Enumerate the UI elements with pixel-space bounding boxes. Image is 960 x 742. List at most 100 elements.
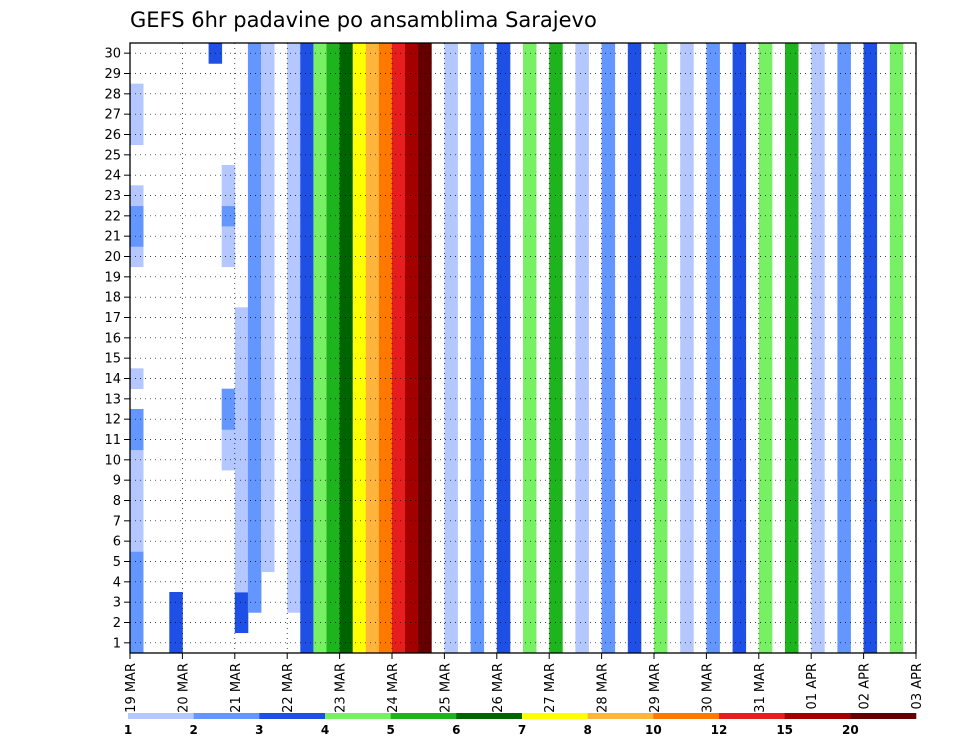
heatmap-cell [339, 327, 354, 349]
heatmap-cell [352, 226, 367, 247]
heatmap-cell [130, 449, 144, 471]
heatmap-cell [811, 409, 825, 430]
heatmap-cell [300, 165, 314, 186]
heatmap-cell [706, 327, 720, 349]
heatmap-cell [601, 43, 616, 64]
heatmap-cell [444, 470, 458, 491]
heatmap-cell [732, 43, 747, 64]
heatmap-cell [837, 551, 851, 573]
colorbar-swatch [259, 713, 326, 719]
heatmap-cell [785, 368, 799, 390]
heatmap-cell [837, 409, 851, 430]
heatmap-cell [680, 592, 694, 613]
heatmap-cell [444, 43, 458, 64]
colorbar-swatch [325, 713, 391, 719]
heatmap-cell [680, 144, 694, 166]
heatmap-cell [352, 205, 367, 227]
heatmap-cell [601, 83, 616, 105]
heatmap-cell [575, 165, 589, 186]
heatmap-cell [352, 83, 367, 105]
y-tick-label: 26 [104, 128, 121, 143]
heatmap-cell [234, 571, 249, 593]
y-tick-label: 23 [104, 189, 121, 204]
heatmap-cell [287, 409, 301, 430]
heatmap-cell [405, 531, 419, 552]
heatmap-cell [444, 144, 458, 166]
heatmap-cell [680, 409, 694, 430]
heatmap-cell [627, 226, 642, 247]
heatmap-cell [130, 612, 144, 634]
heatmap-cell [392, 612, 406, 634]
heatmap-cell [523, 510, 537, 532]
heatmap-cell [706, 205, 720, 227]
heatmap-cell [287, 226, 301, 247]
heatmap-cell [261, 165, 275, 186]
heatmap-cell [470, 531, 485, 552]
heatmap-cell [326, 470, 340, 491]
colorbar-swatch [193, 713, 260, 719]
heatmap-cell [811, 571, 825, 593]
heatmap-cell [785, 388, 799, 410]
colorbar-swatch [587, 713, 654, 719]
heatmap-cell [496, 409, 511, 430]
heatmap-cell [300, 205, 314, 227]
heatmap-cell [339, 551, 354, 573]
heatmap-cell [326, 287, 340, 308]
colorbar-swatch [522, 713, 588, 719]
heatmap-cell [811, 307, 825, 329]
heatmap-cell [811, 287, 825, 308]
heatmap-cell [392, 104, 406, 125]
heatmap-cell [470, 226, 485, 247]
heatmap-cell [365, 83, 380, 105]
heatmap-cell [339, 104, 354, 125]
heatmap-cell [575, 205, 589, 227]
heatmap-cell [523, 104, 537, 125]
heatmap-cell [706, 287, 720, 308]
heatmap-cell [575, 490, 589, 512]
heatmap-cell [339, 83, 354, 105]
heatmap-cell [418, 571, 432, 593]
heatmap-cell [496, 83, 511, 105]
heatmap-cell [261, 510, 275, 532]
heatmap-cell [627, 348, 642, 369]
heatmap-cell [234, 409, 249, 430]
heatmap-cell [169, 612, 183, 634]
heatmap-cell [130, 429, 144, 451]
heatmap-cell [444, 266, 458, 288]
heatmap-cell [300, 612, 314, 634]
heatmap-cell [405, 185, 419, 207]
heatmap-cell [470, 287, 485, 308]
heatmap-cell [300, 43, 314, 64]
y-tick-label: 5 [113, 555, 121, 570]
heatmap-cell [418, 266, 432, 288]
heatmap-cell [261, 551, 275, 573]
heatmap-cell [837, 43, 851, 64]
heatmap-cell [261, 490, 275, 512]
heatmap-cell [785, 104, 799, 125]
heatmap-cell [418, 246, 432, 268]
heatmap-cell [261, 226, 275, 247]
heatmap-cell [352, 246, 367, 268]
heatmap-cell [706, 490, 720, 512]
heatmap-cell [405, 429, 419, 451]
heatmap-cell [418, 144, 432, 166]
heatmap-cell [680, 449, 694, 471]
heatmap-cell [575, 429, 589, 451]
heatmap-cell [496, 246, 511, 268]
colorbar-label: 20 [842, 723, 859, 737]
heatmap-cell [287, 327, 301, 349]
heatmap-cell [575, 104, 589, 125]
heatmap-cell [785, 307, 799, 329]
heatmap-cell [405, 307, 419, 329]
heatmap-cell [326, 490, 340, 512]
heatmap-cell [221, 429, 236, 451]
heatmap-cell [575, 63, 589, 85]
heatmap-cell [444, 104, 458, 125]
heatmap-cell [575, 449, 589, 471]
y-tick-label: 21 [104, 230, 121, 245]
heatmap-cell [365, 144, 380, 166]
heatmap-cell [392, 226, 406, 247]
heatmap-cell [470, 104, 485, 125]
heatmap-cell [234, 510, 249, 532]
heatmap-cell [261, 388, 275, 410]
